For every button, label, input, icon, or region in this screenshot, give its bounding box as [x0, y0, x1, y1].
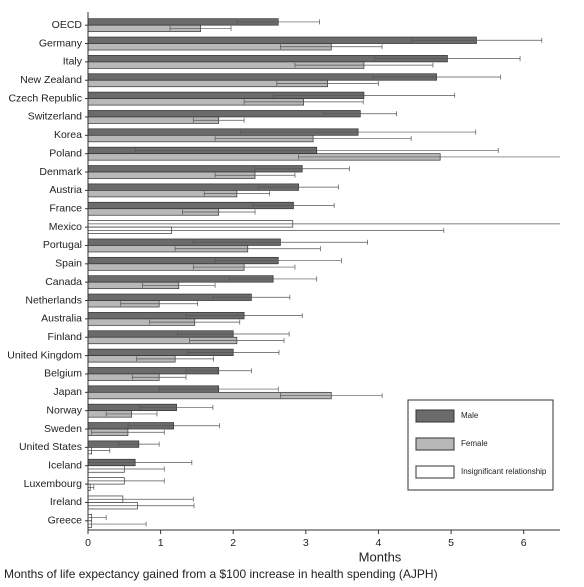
category-label: Korea — [54, 129, 82, 141]
x-tick-label: 1 — [158, 537, 164, 549]
legend-swatch — [415, 409, 455, 423]
category-label: Finland — [48, 331, 83, 343]
legend-label: Insignificant relationship — [461, 467, 547, 476]
category-label: Switzerland — [28, 111, 82, 123]
category-label: France — [49, 203, 82, 215]
category-label: Poland — [49, 147, 82, 159]
x-tick-label: 5 — [448, 537, 454, 549]
legend-label: Male — [461, 411, 479, 420]
category-label: United Kingdom — [7, 349, 82, 361]
category-label: Denmark — [39, 166, 82, 178]
category-label: Australia — [41, 313, 82, 325]
category-label: Spain — [55, 258, 82, 270]
category-label: Ireland — [50, 496, 82, 508]
x-axis-label: Months — [359, 549, 402, 564]
x-tick-label: 2 — [230, 537, 236, 549]
category-label: Sweden — [44, 423, 82, 435]
plot-area — [88, 18, 560, 528]
legend-swatch — [415, 437, 455, 451]
x-tick-label: 6 — [521, 537, 527, 549]
legend-label: Female — [461, 439, 488, 448]
category-label: United States — [19, 441, 82, 453]
category-label: Belgium — [44, 368, 82, 380]
category-label: OECD — [52, 19, 83, 31]
category-label: Canada — [45, 276, 82, 288]
category-label: Iceland — [48, 460, 82, 472]
category-label: Norway — [46, 404, 82, 416]
category-label: Greece — [48, 515, 83, 527]
category-label: Austria — [49, 184, 82, 196]
category-label: Portugal — [43, 239, 82, 251]
category-label: Italy — [63, 56, 83, 68]
category-label: Japan — [53, 386, 82, 398]
caption: Months of life expectancy gained from a … — [4, 567, 438, 581]
category-label: New Zealand — [20, 74, 82, 86]
x-tick-label: 4 — [376, 537, 382, 549]
x-tick-label: 3 — [303, 537, 309, 549]
category-label: Mexico — [49, 221, 82, 233]
legend-swatch — [415, 465, 455, 479]
category-label: Czech Republic — [8, 92, 82, 104]
category-label: Luxembourg — [24, 478, 83, 490]
x-tick-label: 0 — [85, 537, 91, 549]
bar — [88, 110, 361, 118]
category-label: Netherlands — [25, 294, 82, 306]
category-label: Germany — [39, 37, 83, 49]
